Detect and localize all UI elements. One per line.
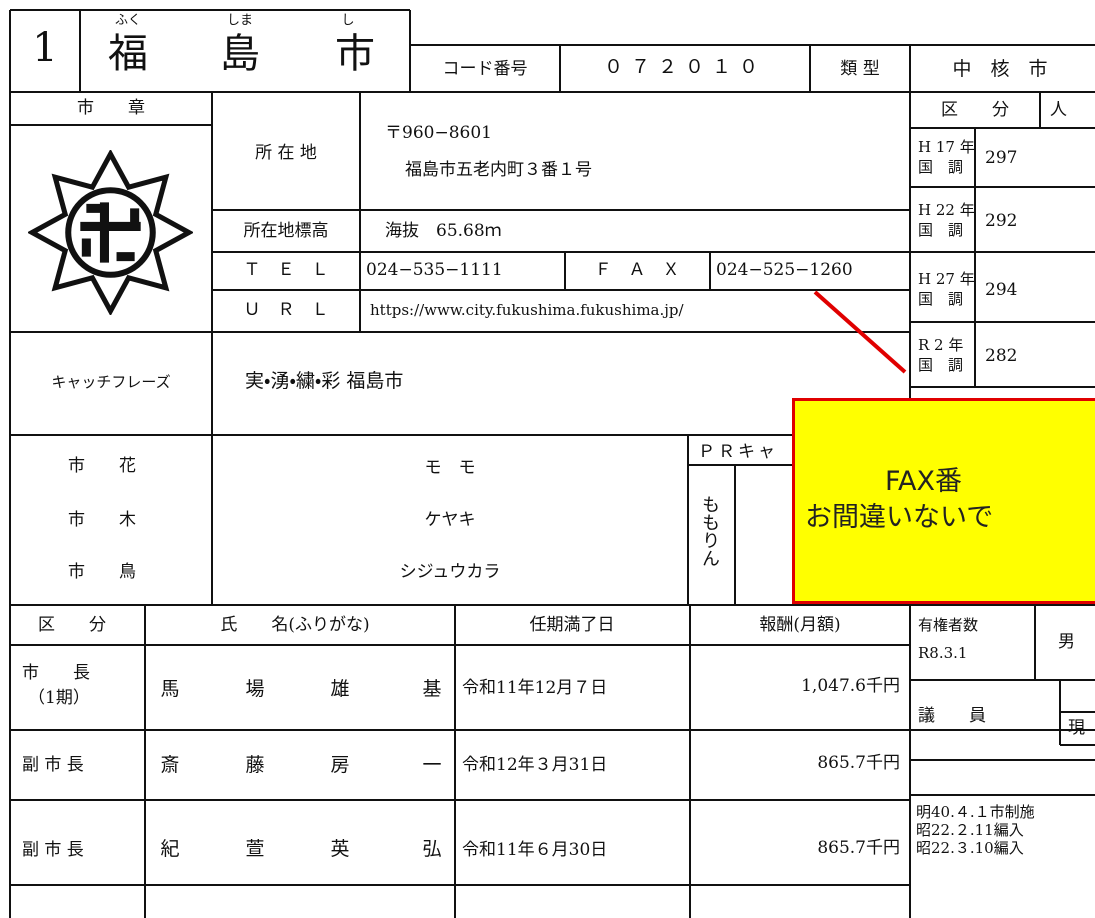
fax: 024−525−1260 [716,260,853,280]
name-char: 藤 [245,754,265,776]
symbol-label: 市 花 [68,456,136,476]
col-header: 氏 名(ふりがな) [220,615,370,635]
name-char: 一 [422,754,442,776]
symbol-value: ケヤキ [424,510,476,530]
callout: FAX番 お間違いないで [792,398,1095,604]
pop-header: 人 [1050,100,1067,120]
code-label: コード番号 [442,59,528,79]
city-name: 市 [335,31,375,77]
name-char: 雄 [330,678,350,700]
name-char: 紀 [160,838,180,860]
pop-value: 292 [985,211,1018,231]
symbol-value: モ モ [424,458,476,478]
role: 副 市 長 [22,840,84,860]
furigana: し [341,13,355,28]
pay: 1,047.6千円 [801,676,900,696]
name-char: 萱 [245,838,265,860]
name-char: 弘 [422,838,442,860]
name-char: 房 [330,754,350,776]
furigana: しま [226,13,254,28]
sheet-number: 1 [32,25,58,71]
term: （1期） [28,688,90,708]
col-header: 任期満了日 [529,615,615,635]
voters-male: 男 [1058,632,1075,652]
pop-value: 282 [985,346,1018,366]
pop-value: 297 [985,148,1018,168]
label: Ｔ Ｅ Ｌ [243,260,329,280]
postal-code: 〒960−8601 [385,123,492,143]
col-header: 報酬(月額) [759,615,841,635]
term-end: 令和11年12月７日 [462,678,608,698]
callout-text: FAX番 [885,466,963,497]
pop-value: 294 [985,280,1018,300]
council-label: 議 員 [918,706,986,726]
history: 昭22.２.11編入 [916,821,1024,839]
pop-year: H 22 年 [918,201,975,219]
label: 所 在 地 [255,143,317,163]
col-header: 区 分 [38,615,106,635]
voters-label: 有権者数 [918,616,979,634]
city-emblem [28,150,193,315]
term-end: 令和12年３月31日 [462,755,608,775]
role: 市 長 [22,663,90,683]
city-name: 福 [108,31,148,77]
name-char: 場 [245,678,265,700]
city-type: 中 核 市 [952,58,1048,80]
name-char: 斎 [160,754,180,776]
emblem-label: 市 章 [77,98,145,118]
history: 明40.４.１市制施 [916,803,1035,821]
pop-year: H 27 年 [918,270,975,288]
history: 昭22.３.10編入 [916,839,1024,857]
pop-sub: 国 調 [918,290,964,308]
type-label: 類 型 [840,59,880,79]
elevation: 海抜 65.68ｍ [385,221,502,241]
pop-header: 区 分 [941,100,1009,120]
name-char: 馬 [160,678,180,700]
pop-sub: 国 調 [918,221,964,239]
address: 福島市五老内町３番１号 [405,160,592,180]
pop-year: R 2 年 [918,336,964,354]
code: ０７２０１０ [603,56,767,78]
tel: 024−535−1111 [366,260,503,280]
symbol-value: シジュウカラ [399,562,501,582]
role: 副 市 長 [22,755,84,775]
term-end: 令和11年６月30日 [462,840,608,860]
label: Ｕ Ｒ Ｌ [243,300,329,320]
symbol-label: 市 鳥 [68,562,136,582]
voters-date: R8.3.1 [918,644,968,662]
name-char: 基 [422,678,442,700]
pop-sub: 国 調 [918,356,964,374]
pay: 865.7千円 [817,838,900,858]
name-char: 英 [330,838,350,860]
label: Ｆ Ａ Ｘ [594,260,680,280]
council-current: 現 [1068,718,1085,738]
catchphrase-label: キャッチフレーズ [51,373,171,391]
catchphrase: 実・湧・繍・彩 福島市 [245,370,404,392]
city-name: 島 [220,31,260,77]
pr-name: ももりん [699,495,720,567]
url: https://www.city.fukushima.fukushima.jp/ [370,301,684,319]
pop-sub: 国 調 [918,158,964,176]
pay: 865.7千円 [817,753,900,773]
pop-year: H 17 年 [918,138,975,156]
furigana: ふく [114,13,142,28]
pr-label: ＰＲキャ [698,442,778,462]
callout-text: お間違いないで [805,502,994,533]
symbol-label: 市 木 [68,510,136,530]
label: 所在地標高 [243,221,329,241]
